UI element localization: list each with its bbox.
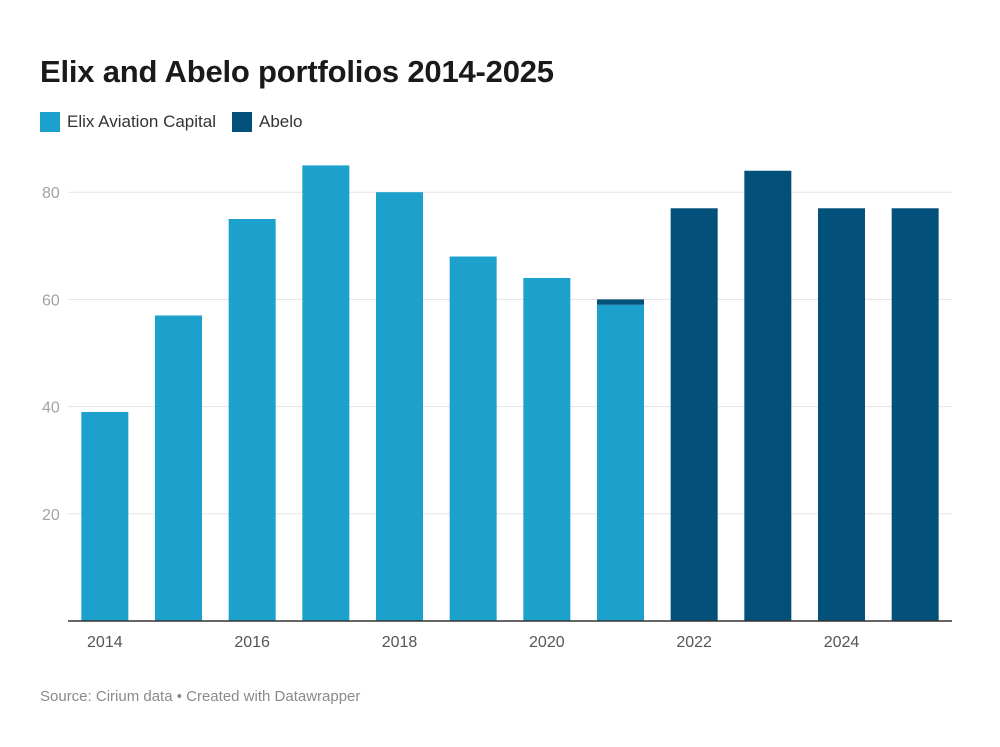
legend: Elix Aviation Capital Abelo xyxy=(40,112,318,132)
x-tick-label-2014: 2014 xyxy=(87,634,123,651)
legend-swatch-abelo xyxy=(232,112,252,132)
legend-label-elix: Elix Aviation Capital xyxy=(67,112,216,131)
legend-swatch-elix xyxy=(40,112,60,132)
x-tick-label-2020: 2020 xyxy=(529,634,565,651)
x-tick-label-2018: 2018 xyxy=(382,634,418,651)
bar-abelo-2025 xyxy=(891,208,939,621)
bar-elix-2014 xyxy=(81,411,129,621)
y-tick-label-60: 60 xyxy=(42,292,60,309)
x-tick-label-2022: 2022 xyxy=(676,634,712,651)
bar-elix-2016 xyxy=(228,219,276,621)
x-tick-label-2016: 2016 xyxy=(234,634,270,651)
bar-elix-2015 xyxy=(155,315,202,621)
legend-label-abelo: Abelo xyxy=(259,112,303,131)
bar-abelo-2023 xyxy=(744,170,792,621)
bar-abelo-2021 xyxy=(597,299,644,305)
x-tick-label-2024: 2024 xyxy=(824,634,860,651)
bar-chart: 20 40 60 80 2014 2016 2018 2020 2022 2024 xyxy=(42,165,952,651)
y-tick-label-40: 40 xyxy=(42,400,60,417)
bar-elix-2019 xyxy=(449,256,497,621)
source-note: Source: Cirium data • Created with Dataw… xyxy=(40,688,361,705)
bar-abelo-2024 xyxy=(818,208,865,621)
y-tick-label-80: 80 xyxy=(42,185,60,202)
chart-title: Elix and Abelo portfolios 2014-2025 xyxy=(40,54,554,89)
y-tick-label-20: 20 xyxy=(42,507,60,524)
legend-item-abelo: Abelo xyxy=(232,112,302,132)
bar-elix-2020 xyxy=(523,277,571,621)
bar-elix-2018 xyxy=(376,192,423,621)
bar-elix-2017 xyxy=(302,165,350,621)
legend-item-elix: Elix Aviation Capital xyxy=(40,112,216,132)
bar-abelo-2022 xyxy=(670,208,718,621)
bar-elix-2021 xyxy=(597,304,644,621)
